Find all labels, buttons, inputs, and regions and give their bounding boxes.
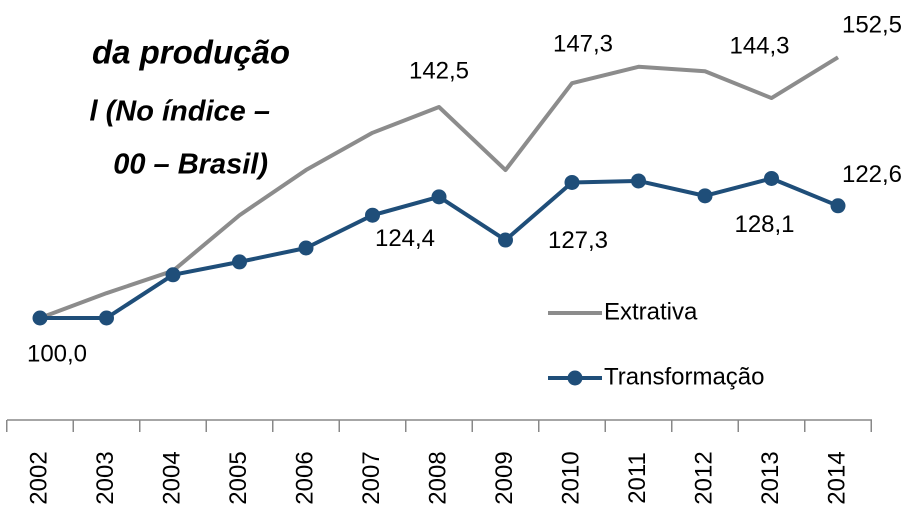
x-tick-label: 2007	[358, 451, 385, 504]
point	[830, 198, 846, 214]
data-label: 144,3	[729, 32, 789, 59]
chart-title: da produção	[92, 34, 290, 71]
data-label: 122,6	[842, 161, 902, 188]
chart-title: l (No índice –	[90, 96, 270, 128]
point	[32, 310, 48, 326]
point	[631, 173, 646, 189]
point	[232, 254, 247, 270]
legend-label: Transformação	[604, 363, 765, 390]
point	[298, 240, 314, 256]
point	[764, 170, 779, 186]
point	[697, 188, 713, 204]
data-label: 127,3	[548, 227, 608, 254]
point	[564, 174, 580, 190]
data-label: 147,3	[553, 30, 613, 57]
point	[498, 232, 513, 248]
data-label: 100,0	[27, 340, 87, 367]
data-label: 128,1	[734, 211, 794, 238]
x-tick-label: 2009	[491, 451, 518, 504]
chart-title: 00 – Brasil)	[113, 149, 268, 181]
data-label: 152,5	[842, 12, 902, 39]
x-tick-label: 2006	[291, 451, 318, 504]
x-tick-label: 2008	[424, 451, 451, 504]
data-label: 142,5	[409, 57, 469, 84]
x-tick-label: 2005	[225, 451, 252, 504]
x-tick-label: 2002	[25, 451, 52, 504]
point	[431, 189, 447, 205]
data-label: 124,4	[375, 225, 435, 252]
x-tick-label: 2011	[624, 452, 651, 504]
x-tick-label: 2012	[690, 451, 717, 504]
legend-label: Extrativa	[604, 298, 698, 325]
legend-marker	[567, 370, 583, 386]
point	[99, 310, 114, 326]
x-tick-label: 2003	[92, 451, 119, 504]
x-tick-label: 2013	[757, 451, 784, 504]
x-tick-label: 2014	[823, 451, 850, 504]
point	[365, 207, 380, 223]
point	[165, 267, 181, 283]
x-tick-label: 2010	[557, 451, 584, 504]
x-tick-label: 2004	[158, 451, 185, 504]
